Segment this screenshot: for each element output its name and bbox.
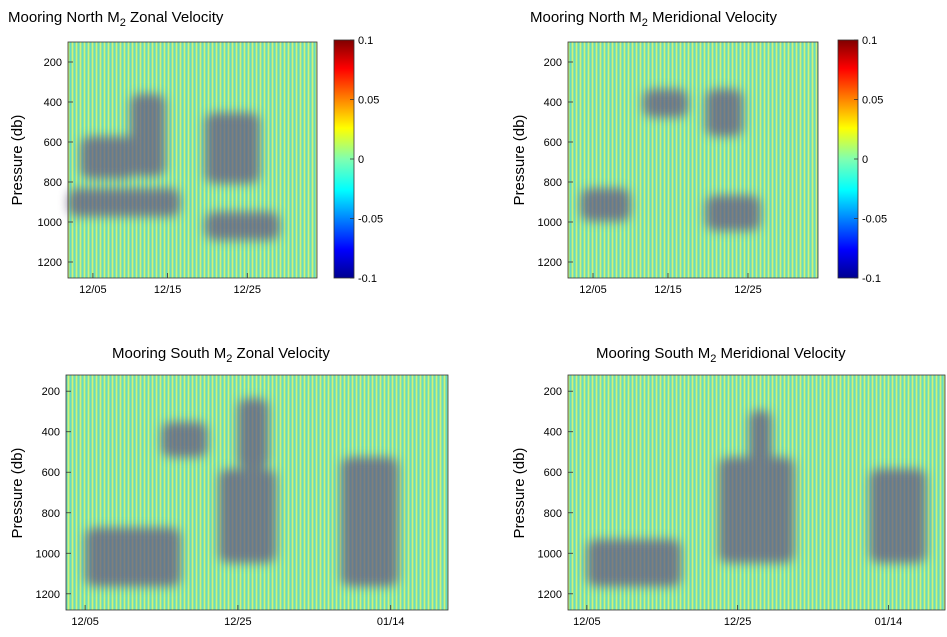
colorbar-tick-label: -0.1	[862, 273, 881, 285]
heatmap-cell	[130, 93, 166, 177]
y-tick-label: 1000	[38, 217, 62, 229]
y-axis-label: Pressure (db)	[9, 115, 26, 206]
heatmap-cell	[341, 457, 399, 587]
heatmap-cell	[68, 188, 181, 217]
chart-title: Mooring South M2 Meridional Velocity	[596, 345, 846, 365]
y-tick-label: 600	[544, 137, 562, 149]
colorbar-tick-label: 0	[862, 154, 868, 166]
chart-title: Mooring North M2 Meridional Velocity	[530, 9, 778, 29]
y-axis-label: Pressure (db)	[511, 448, 528, 539]
y-tick-label: 200	[42, 386, 60, 398]
x-tick-label: 01/14	[377, 616, 405, 628]
x-tick-label: 12/25	[224, 616, 252, 628]
y-tick-label: 1000	[538, 217, 562, 229]
colorbar-tick-label: -0.05	[358, 214, 383, 226]
colorbar-ticks: 0.1 0.05 0 -0.05 -0.1	[350, 35, 383, 285]
panel-south-zonal: Mooring South M2 Zonal Velocity Pressure…	[9, 345, 449, 628]
y-tick-label: 600	[44, 137, 62, 149]
heatmap-cell	[237, 398, 269, 469]
heatmap-cell	[705, 195, 761, 231]
heatmap-cell	[218, 469, 277, 563]
x-tick-label: 12/05	[71, 616, 99, 628]
y-tick-label: 200	[44, 57, 62, 69]
y-tick-label: 800	[44, 177, 62, 189]
x-tick-label: 01/14	[875, 616, 903, 628]
panel-north-zonal: Mooring North M2 Zonal Velocity Pressure…	[8, 9, 383, 296]
heatmap-signal	[580, 89, 761, 231]
colorbar-tick-label: 0.05	[862, 95, 883, 107]
chart-title: Mooring South M2 Zonal Velocity	[112, 345, 330, 365]
heatmap-cell	[204, 211, 280, 241]
y-tick-label: 1200	[36, 589, 60, 601]
y-tick-label: 200	[544, 57, 562, 69]
heatmap-signal	[586, 410, 927, 587]
heatmap-cell	[718, 457, 795, 563]
heatmap-cell	[643, 89, 688, 118]
x-axis: 12/05 12/25 01/14	[71, 605, 404, 628]
heatmap-cell	[705, 89, 743, 137]
y-tick-label: 600	[42, 467, 60, 479]
heatmap-cell	[869, 469, 927, 563]
x-axis: 12/05 12/15 12/25	[79, 273, 261, 296]
x-tick-label: 12/25	[724, 616, 752, 628]
heatmap-cell	[204, 112, 260, 184]
heatmap-cell	[161, 422, 208, 458]
x-tick-label: 12/05	[79, 284, 107, 296]
y-tick-label: 800	[544, 177, 562, 189]
x-tick-label: 12/15	[154, 284, 182, 296]
y-tick-label: 400	[544, 97, 562, 109]
x-axis: 12/05 12/15 12/25	[579, 273, 762, 296]
heatmap-cell	[80, 136, 136, 179]
colorbar-tick-label: 0	[358, 154, 364, 166]
colorbar-tick-label: 0.05	[358, 95, 379, 107]
x-tick-label: 12/15	[654, 284, 682, 296]
y-tick-label: 400	[544, 427, 562, 439]
colorbar-tick-label: -0.1	[358, 273, 377, 285]
y-tick-label: 1200	[38, 257, 62, 269]
panel-south-meridional: Mooring South M2 Meridional Velocity Pre…	[511, 345, 946, 628]
heatmap-cell	[85, 527, 181, 587]
y-tick-label: 1200	[538, 589, 562, 601]
y-axis: 200 400 600 800 1000 1200	[38, 57, 73, 269]
y-tick-label: 800	[544, 508, 562, 520]
y-tick-label: 800	[42, 508, 60, 520]
x-tick-label: 12/25	[734, 284, 762, 296]
colorbar-ticks: 0.1 0.05 0 -0.05 -0.1	[854, 35, 887, 285]
y-tick-label: 1000	[36, 548, 60, 560]
heatmap-cell	[586, 539, 682, 587]
panel-north-meridional: Mooring North M2 Meridional Velocity Pre…	[511, 9, 887, 296]
y-axis: 200 400 600 800 1000 1200	[36, 386, 71, 601]
x-tick-label: 12/05	[573, 616, 601, 628]
heatmap-signal	[68, 93, 280, 241]
x-axis: 12/05 12/25 01/14	[573, 605, 902, 628]
x-tick-label: 12/05	[579, 284, 607, 296]
x-tick-label: 12/25	[234, 284, 262, 296]
heatmap-signal	[85, 398, 399, 587]
y-tick-label: 200	[544, 386, 562, 398]
y-axis: 200 400 600 800 1000 1200	[538, 57, 573, 269]
y-axis-label: Pressure (db)	[9, 448, 26, 539]
chart-title: Mooring North M2 Zonal Velocity	[8, 9, 224, 29]
colorbar-tick-label: -0.05	[862, 214, 887, 226]
heatmap-cell	[748, 410, 772, 469]
y-tick-label: 600	[544, 467, 562, 479]
y-tick-label: 400	[42, 427, 60, 439]
y-tick-label: 1200	[538, 257, 562, 269]
y-axis: 200 400 600 800 1000 1200	[538, 386, 573, 601]
colorbar-tick-label: 0.1	[358, 35, 373, 47]
y-tick-label: 400	[44, 97, 62, 109]
y-tick-label: 1000	[538, 548, 562, 560]
colorbar-tick-label: 0.1	[862, 35, 877, 47]
y-axis-label: Pressure (db)	[511, 115, 528, 206]
heatmap-plot-area	[567, 41, 819, 279]
heatmap-cell	[580, 188, 631, 222]
